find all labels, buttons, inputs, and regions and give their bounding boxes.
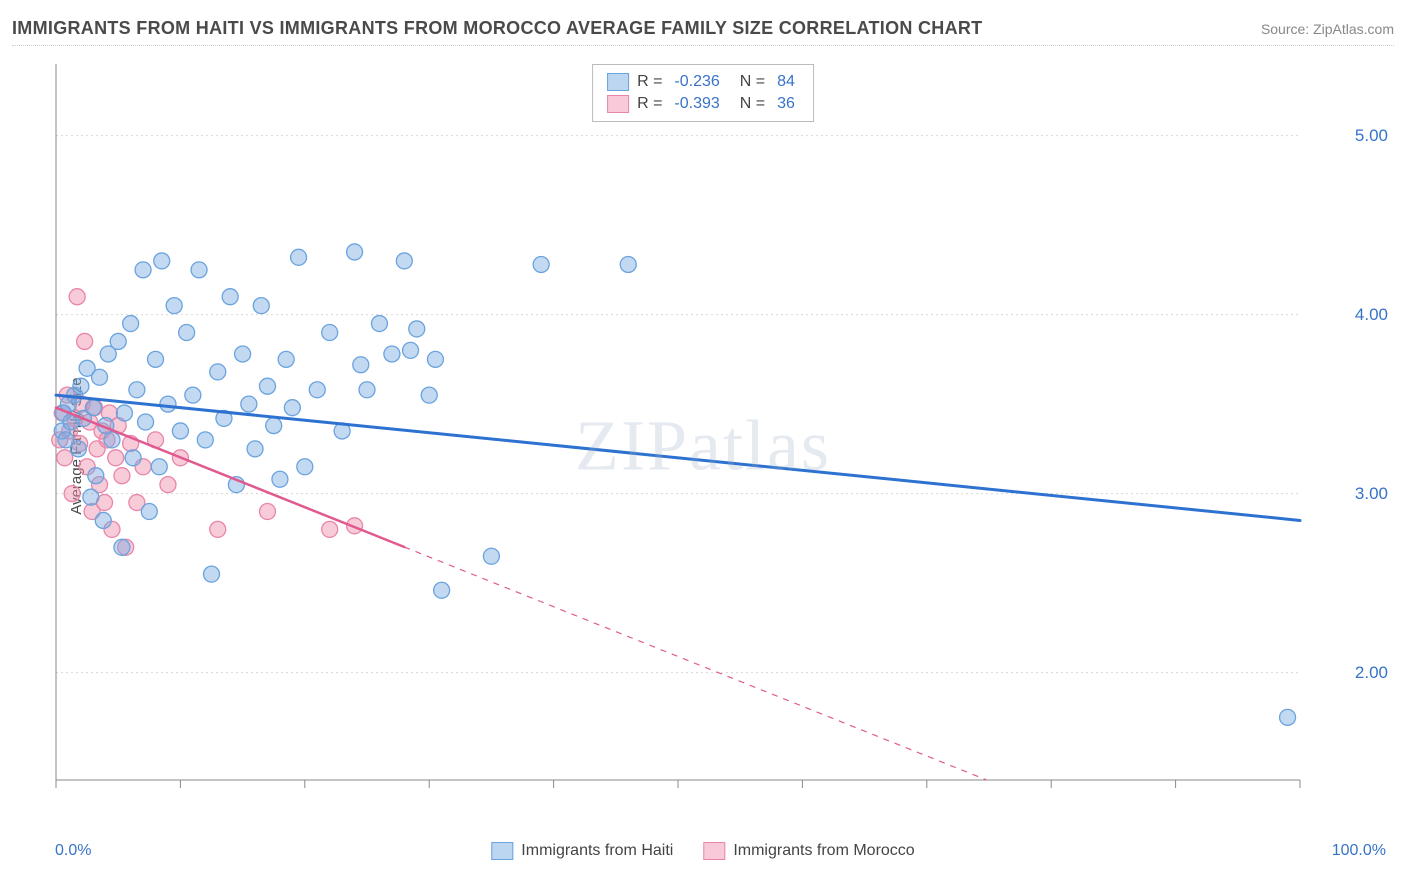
series-label-haiti: Immigrants from Haiti	[521, 842, 673, 860]
series-label-morocco: Immigrants from Morocco	[733, 842, 914, 860]
n-label: N =	[740, 73, 765, 91]
series-legend: Immigrants from Haiti Immigrants from Mo…	[491, 842, 914, 860]
swatch-haiti	[491, 842, 513, 860]
title-bar: IMMIGRANTS FROM HAITI VS IMMIGRANTS FROM…	[12, 18, 1394, 46]
n-value-haiti: 84	[777, 73, 795, 91]
chart-container: IMMIGRANTS FROM HAITI VS IMMIGRANTS FROM…	[0, 0, 1406, 892]
swatch-haiti	[607, 73, 629, 91]
r-label: R =	[637, 95, 662, 113]
n-value-morocco: 36	[777, 95, 795, 113]
x-axis-min-label: 0.0%	[55, 842, 91, 860]
legend-row-morocco: R = -0.393 N = 36	[607, 93, 799, 115]
y-tick-label: 3.00	[1355, 484, 1388, 504]
swatch-morocco	[607, 95, 629, 113]
legend-item-haiti: Immigrants from Haiti	[491, 842, 673, 860]
x-axis-max-label: 100.0%	[1332, 842, 1386, 860]
r-value-morocco: -0.393	[674, 95, 719, 113]
chart-title: IMMIGRANTS FROM HAITI VS IMMIGRANTS FROM…	[12, 18, 982, 39]
y-tick-label: 5.00	[1355, 126, 1388, 146]
legend-item-morocco: Immigrants from Morocco	[703, 842, 914, 860]
correlation-legend: R = -0.236 N = 84 R = -0.393 N = 36	[592, 64, 814, 122]
r-label: R =	[637, 73, 662, 91]
r-value-haiti: -0.236	[674, 73, 719, 91]
swatch-morocco	[703, 842, 725, 860]
y-tick-label: 4.00	[1355, 305, 1388, 325]
n-label: N =	[740, 95, 765, 113]
legend-row-haiti: R = -0.236 N = 84	[607, 71, 799, 93]
plot-area	[50, 60, 1380, 820]
source-value: ZipAtlas.com	[1313, 21, 1394, 37]
source-credit: Source: ZipAtlas.com	[1261, 21, 1394, 37]
y-tick-label: 2.00	[1355, 663, 1388, 683]
scatter-plot-svg	[50, 60, 1380, 820]
source-label: Source:	[1261, 21, 1309, 37]
